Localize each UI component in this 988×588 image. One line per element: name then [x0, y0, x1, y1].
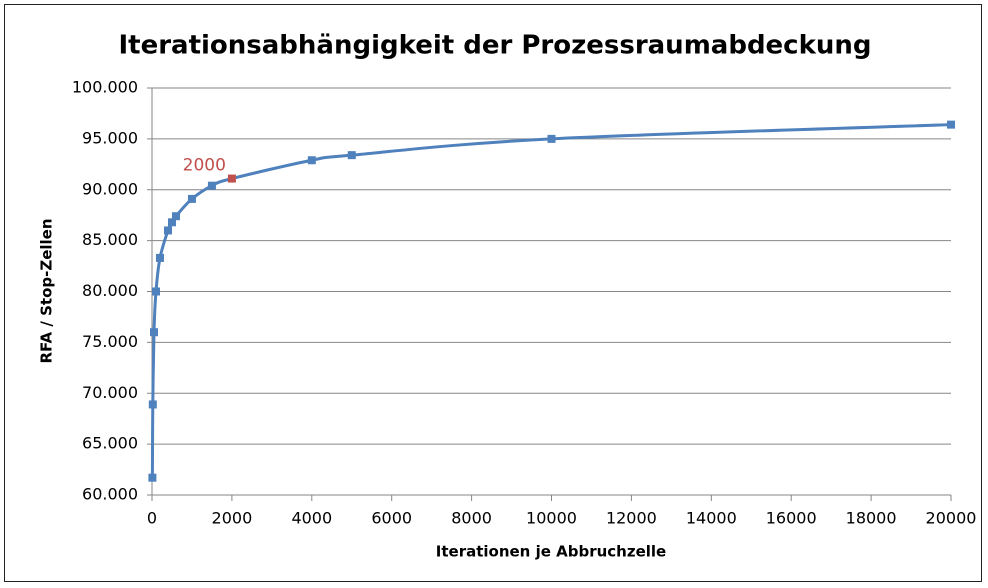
y-tick-label: 85.000	[82, 230, 138, 249]
x-tick-label: 2000	[212, 509, 253, 528]
data-point	[187, 194, 196, 203]
y-tick-label: 70.000	[82, 383, 138, 402]
data-point	[148, 473, 157, 482]
x-axis-title: Iterationen je Abbruchzelle	[436, 543, 666, 561]
data-point	[163, 226, 172, 235]
data-point	[547, 134, 556, 143]
x-tick-label: 6000	[371, 509, 412, 528]
y-tick-label: 95.000	[82, 128, 138, 147]
chart-border	[4, 4, 982, 582]
x-tick-label: 0	[147, 509, 157, 528]
x-tick-label: 18000	[846, 509, 897, 528]
chart-title: Iterationsabhängigkeit der Prozessraumab…	[118, 31, 871, 61]
data-point	[148, 400, 157, 409]
x-tick-label: 16000	[766, 509, 817, 528]
data-point	[171, 212, 180, 221]
y-tick-label: 100.000	[72, 78, 138, 97]
data-point	[307, 156, 316, 165]
y-tick-label: 75.000	[82, 332, 138, 351]
y-tick-label: 65.000	[82, 434, 138, 453]
x-tick-label: 4000	[291, 509, 332, 528]
annotation: 2000	[183, 156, 226, 176]
y-tick-label: 90.000	[82, 179, 138, 198]
y-axis-title: RFA / Stop-Zellen	[38, 218, 56, 363]
y-tick-label: 80.000	[82, 281, 138, 300]
data-point	[151, 287, 160, 296]
data-point	[227, 174, 236, 183]
y-tick-label: 60.000	[82, 485, 138, 504]
data-point	[947, 120, 955, 129]
x-tick-label: 20000	[926, 509, 977, 528]
data-point	[149, 328, 158, 337]
x-tick-label: 14000	[686, 509, 737, 528]
data-point	[207, 181, 216, 190]
x-tick-label: 8000	[451, 509, 492, 528]
x-tick-label: 12000	[606, 509, 657, 528]
data-point	[167, 218, 176, 227]
data-point	[347, 151, 356, 160]
x-tick-label: 10000	[526, 509, 577, 528]
data-point	[155, 253, 164, 262]
